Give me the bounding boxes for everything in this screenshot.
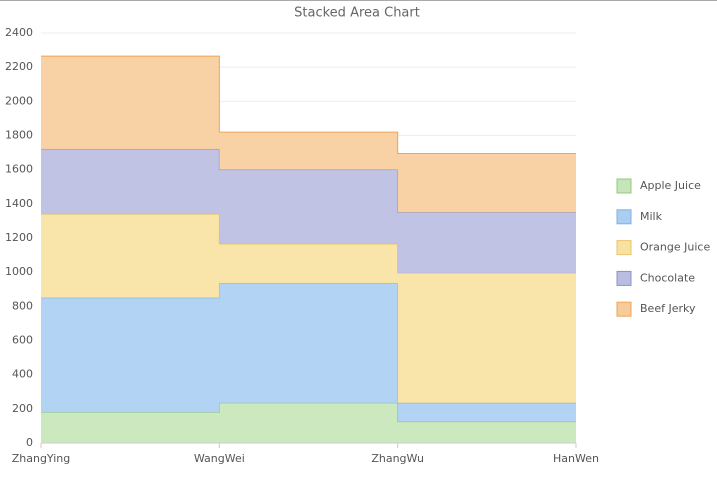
y-tick-label: 400 xyxy=(12,368,33,381)
y-tick-label: 2000 xyxy=(5,94,33,107)
x-tick-label: HanWen xyxy=(553,452,599,465)
legend-label: Beef Jerky xyxy=(640,302,696,315)
legend-swatch xyxy=(616,301,632,317)
area xyxy=(41,402,576,443)
y-tick-label: 800 xyxy=(12,299,33,312)
area xyxy=(41,283,576,422)
legend-label: Apple Juice xyxy=(640,179,701,192)
area xyxy=(41,214,576,403)
area-line xyxy=(41,55,576,154)
y-tick-label: 200 xyxy=(12,402,33,415)
y-tick-label: 1400 xyxy=(5,197,33,210)
legend-swatch xyxy=(616,240,632,256)
legend-label: Chocolate xyxy=(640,271,695,284)
y-tick-label: 1200 xyxy=(5,231,33,244)
legend-label: Milk xyxy=(640,210,663,223)
x-tick-label: WangWei xyxy=(194,452,245,465)
x-tick-label: ZhangYing xyxy=(12,452,71,465)
y-tick-label: 1800 xyxy=(5,129,33,142)
y-tick-label: 1600 xyxy=(5,163,33,176)
y-tick-label: 2400 xyxy=(5,26,33,39)
legend-swatch xyxy=(616,209,632,225)
legend-label: Orange Juice xyxy=(640,241,710,254)
y-tick-label: 2200 xyxy=(5,60,33,73)
legend-swatch xyxy=(616,270,632,286)
area xyxy=(41,149,576,274)
y-tick-label: 600 xyxy=(12,334,33,347)
area xyxy=(41,56,576,213)
x-tick-label: ZhangWu xyxy=(371,452,424,465)
y-tick-label: 1000 xyxy=(5,265,33,278)
legend-swatch xyxy=(616,178,632,194)
chart-title: Stacked Area Chart xyxy=(294,6,420,21)
y-tick-label: 0 xyxy=(26,436,33,449)
